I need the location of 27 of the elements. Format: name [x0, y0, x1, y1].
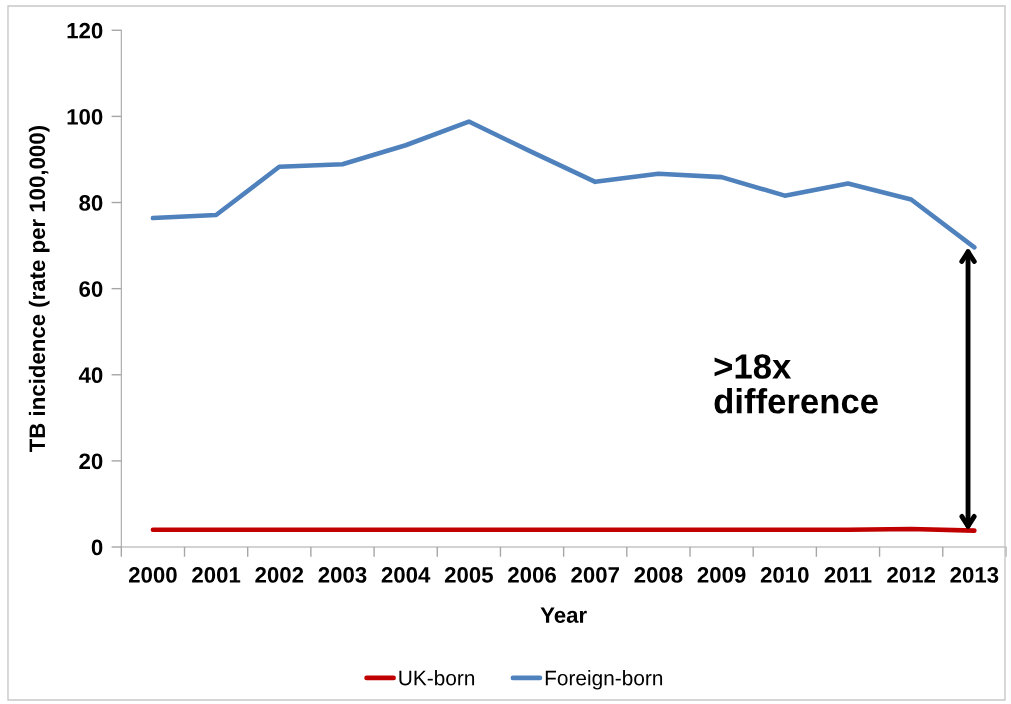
x-tick-label: 2002: [255, 567, 304, 583]
x-tick-label: 2000: [128, 567, 177, 583]
x-tick-label: 2001: [192, 567, 241, 583]
y-tick-label: 60: [79, 281, 103, 297]
line-series: [150, 119, 977, 250]
y-tick-label: 40: [78, 367, 103, 384]
y-axis-title: TB incidence (rate per 100,000): [28, 126, 50, 453]
x-tick-label: 2006: [508, 567, 556, 583]
annotation: >18x difference: [714, 354, 878, 414]
x-tick-label: 2011: [824, 567, 872, 583]
legend-label: UK-born: [399, 670, 475, 686]
y-tick-label: 80: [79, 195, 103, 211]
y-tick-label: 120: [67, 22, 103, 39]
x-tick-label: 2010: [760, 567, 809, 583]
x-tick-label: 2008: [634, 567, 683, 583]
y-tick-label: 0: [91, 539, 103, 556]
x-tick-label: 2012: [887, 567, 935, 583]
x-axis-title: Year: [540, 607, 587, 623]
x-tick-label: 2003: [318, 567, 367, 583]
x-tick-label: 2009: [697, 567, 746, 583]
x-tick-label: 2007: [571, 567, 619, 583]
y-tick-label: 20: [79, 453, 103, 470]
y-tick-label: 100: [67, 108, 103, 125]
x-tick-label: 2005: [444, 567, 493, 583]
x-tick-label: 2004: [381, 567, 431, 583]
legend-label: Foreign-born: [545, 670, 663, 690]
x-tick-label: 2013: [950, 567, 999, 583]
